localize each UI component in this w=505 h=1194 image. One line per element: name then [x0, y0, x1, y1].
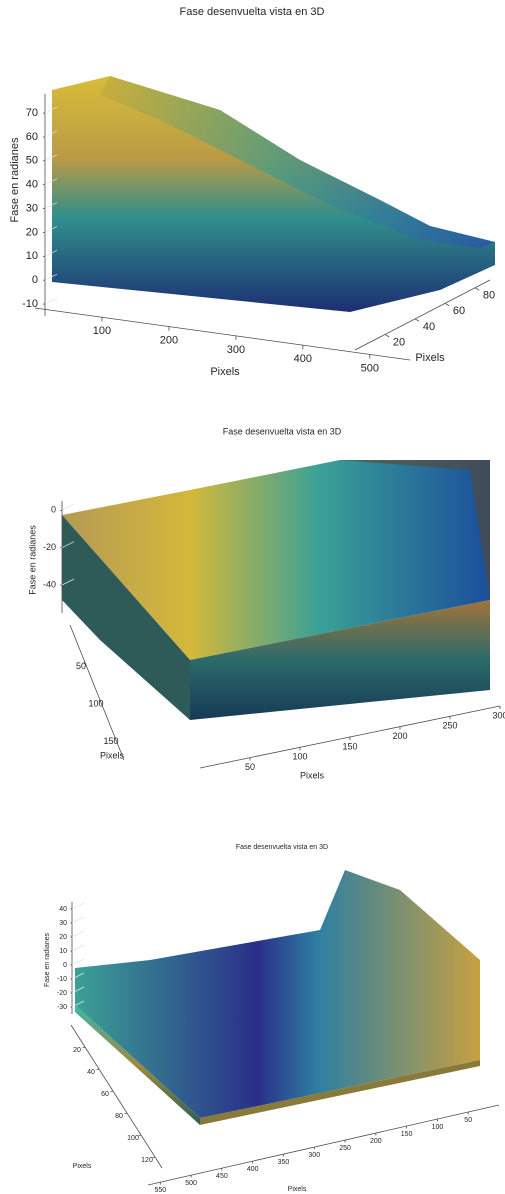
- x-tick-label: 100: [93, 325, 111, 337]
- x-tick-label: 100: [432, 1124, 444, 1131]
- y-tick-label: 80: [115, 1113, 123, 1120]
- grid-line: [72, 917, 84, 923]
- z-tick-label: -20: [57, 990, 67, 997]
- x-tick-label: 450: [216, 1173, 228, 1180]
- y-tick-label: 40: [87, 1069, 95, 1076]
- y-tick-label: 20: [393, 336, 405, 348]
- y-tick-label: 120: [141, 1157, 153, 1164]
- chart-title: Fase desenvuelta vista en 3D: [236, 844, 328, 851]
- tick-mark: [139, 1135, 141, 1136]
- tick-mark: [125, 1113, 127, 1114]
- z-tick-label: 10: [59, 948, 67, 955]
- z-tick-label: 0: [32, 274, 38, 286]
- z-tick-label: 10: [26, 250, 38, 262]
- grid-line: [72, 931, 84, 937]
- z-tick-label: -30: [57, 1004, 67, 1011]
- x-axis-label: Pixels: [300, 770, 325, 780]
- y-tick-label: 20: [73, 1047, 81, 1054]
- y-tick-label: 150: [103, 736, 118, 746]
- x-tick-label: 350: [278, 1159, 290, 1166]
- x-tick-label: 400: [294, 353, 312, 365]
- z-tick-label: 0: [51, 505, 56, 515]
- x-tick-label: 550: [154, 1187, 166, 1194]
- x-tick-label: 500: [361, 362, 379, 374]
- z-tick-label: 70: [26, 107, 38, 119]
- z-tick-label: 50: [26, 155, 38, 167]
- z-tick-label: -20: [43, 542, 56, 552]
- tick-mark: [475, 288, 479, 290]
- x-tick-label: 500: [185, 1180, 197, 1187]
- y-tick-label: 60: [453, 305, 465, 317]
- x-tick-label: 150: [342, 741, 357, 751]
- z-tick-label: 0: [63, 962, 67, 969]
- chart-title: Fase desenvuelta vista en 3D: [223, 426, 342, 436]
- x-tick-label: 50: [245, 762, 255, 772]
- y-tick-label: 60: [101, 1091, 109, 1098]
- grid-line: [45, 298, 57, 304]
- z-tick-label: 60: [26, 131, 38, 143]
- tick-mark: [111, 1091, 113, 1092]
- z-tick-label: 20: [26, 226, 38, 238]
- surface: [52, 76, 495, 312]
- tick-mark: [153, 1157, 155, 1158]
- axis-line: [35, 308, 410, 360]
- z-tick-label: 30: [59, 920, 67, 927]
- x-tick-label: 250: [339, 1145, 351, 1152]
- grid-line: [62, 504, 74, 510]
- tick-mark: [97, 1069, 99, 1070]
- x-tick-label: 50: [464, 1117, 472, 1124]
- x-tick-label: 150: [401, 1131, 413, 1138]
- z-tick-label: 20: [59, 934, 67, 941]
- figure: Fase desenvuelta vista en 3D100200300400…: [0, 0, 505, 1194]
- grid-line: [72, 959, 84, 965]
- y-tick-label: 80: [483, 290, 495, 302]
- surface: [75, 870, 480, 1125]
- x-tick-label: 300: [227, 344, 245, 356]
- x-tick-label: 100: [292, 752, 307, 762]
- x-tick-label: 200: [392, 731, 407, 741]
- page: Fase desenvuelta vista en 3D100200300400…: [0, 0, 505, 1194]
- y-tick-label: 40: [423, 321, 435, 333]
- x-tick-label: 200: [370, 1138, 382, 1145]
- x-tick-label: 300: [492, 710, 505, 720]
- x-axis-label: Pixels: [288, 1186, 307, 1193]
- z-tick-label: -10: [22, 298, 38, 310]
- z-tick-label: -40: [43, 579, 56, 589]
- surface: [62, 460, 490, 720]
- y-tick-label: 50: [76, 661, 86, 671]
- x-axis-label: Pixels: [210, 366, 240, 378]
- y-axis-label: Pixels: [100, 750, 125, 760]
- x-tick-label: 250: [442, 721, 457, 731]
- x-tick-label: 200: [160, 334, 178, 346]
- tick-mark: [445, 303, 449, 305]
- z-tick-label: -10: [57, 976, 67, 983]
- x-tick-label: 400: [247, 1166, 259, 1173]
- grid-line: [72, 945, 84, 951]
- z-axis-label: Fase en radianes: [44, 932, 51, 987]
- chart-title: Fase desenvuelta vista en 3D: [180, 6, 325, 18]
- y-axis-label: Pixels: [415, 352, 445, 364]
- z-tick-label: 40: [26, 179, 38, 191]
- y-tick-label: 100: [88, 698, 103, 708]
- z-tick-label: 30: [26, 202, 38, 214]
- tick-mark: [415, 319, 419, 321]
- z-axis-label: Fase en radianes: [9, 137, 21, 222]
- z-axis-label: Fase en radianes: [27, 525, 37, 595]
- grid-line: [72, 903, 84, 909]
- x-tick-label: 300: [308, 1152, 320, 1159]
- y-tick-label: 100: [127, 1135, 139, 1142]
- z-tick-label: 40: [59, 906, 67, 913]
- tick-mark: [385, 334, 389, 336]
- y-axis-label: Pixels: [73, 1163, 92, 1170]
- tick-mark: [83, 1047, 85, 1048]
